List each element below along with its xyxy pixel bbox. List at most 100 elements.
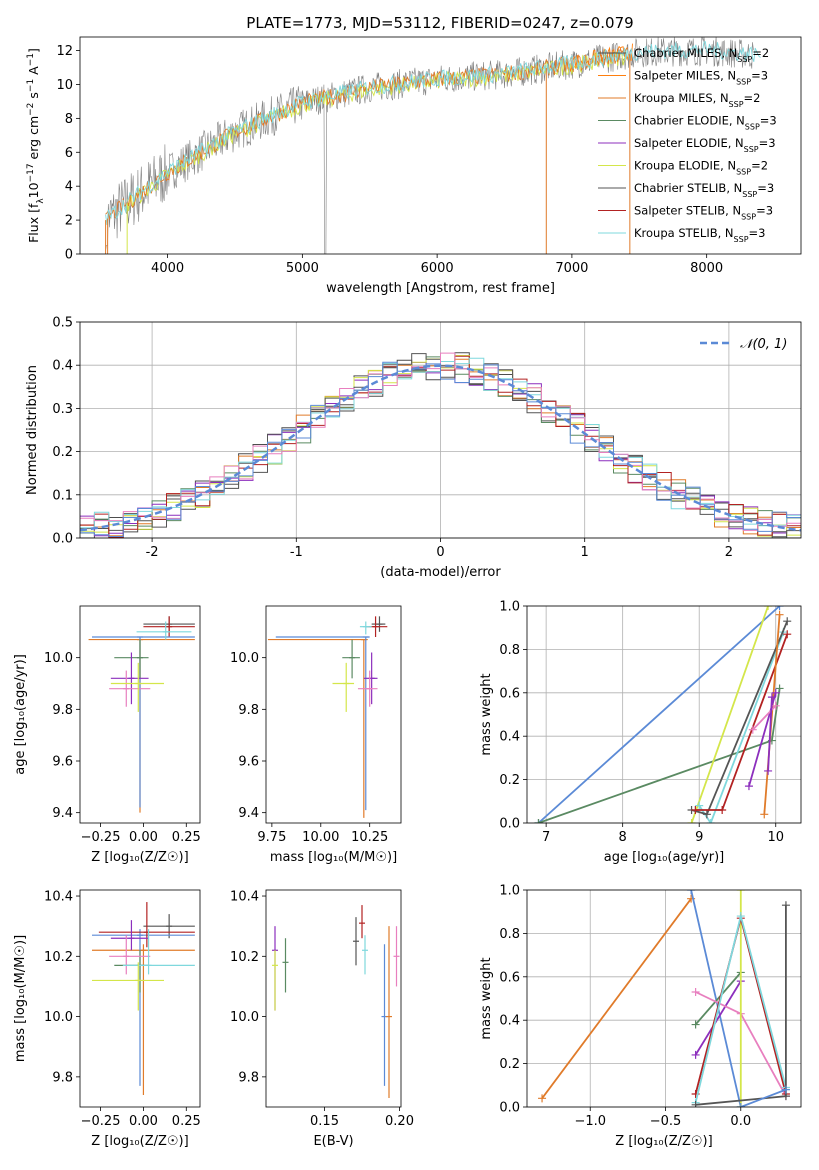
y-label-part: 10 [26, 182, 41, 198]
axes-frame [79, 36, 802, 255]
axes-frame [526, 889, 802, 1108]
x-tick-label: 5000 [286, 261, 319, 276]
legend-tail: =3 [749, 226, 766, 240]
y-tick-label: 9.8 [52, 703, 73, 718]
legend-sub: SSP [736, 167, 751, 176]
x-tick-label: 9.75 [257, 830, 286, 845]
weight-line [538, 688, 781, 823]
weight-marker [760, 810, 769, 819]
weight-marker [771, 701, 780, 710]
axes-frame [526, 605, 802, 824]
x-tick-label: 10 [767, 830, 784, 845]
x-tick-label: −0.5 [650, 1114, 682, 1129]
y-tick-label: 9.8 [238, 703, 259, 718]
weight-marker [538, 1094, 547, 1103]
weight-marker [534, 819, 543, 823]
y-tick-label: 10 [56, 78, 73, 93]
x-tick-label: 4000 [151, 261, 184, 276]
x-tick-label: 0.20 [385, 1114, 414, 1129]
x-tick-label: -1 [290, 545, 303, 560]
x-tick-label: 10.25 [351, 830, 388, 845]
panel-age_vs_mass: 9.75 10.00 10.25 9.4 9.6 9.8 10.0 mass [log₁₀(M… [230, 605, 402, 865]
weight-marker [718, 805, 727, 814]
legend-sub: SSP [737, 55, 752, 64]
axes-frame [79, 889, 201, 1108]
weight-marker [748, 725, 757, 734]
panel-weight_vs_age: 7 8 9 10 0.0 0.2 0.4 0.6 0.8 1.0 age [log₁₀(age/yr… [479, 600, 802, 865]
y-tick-label: 0.8 [499, 643, 520, 658]
legend-text: Chabrier ELODIE, N [634, 114, 745, 128]
weight-line [698, 631, 785, 823]
legend-sub: SSP [742, 190, 757, 199]
y-tick-label: 9.8 [52, 1070, 73, 1085]
x-axis-label: (data-model)/error [380, 565, 501, 580]
x-tick-label: 0.00 [129, 1114, 158, 1129]
weight-marker [736, 1103, 745, 1107]
weight-marker [736, 912, 745, 921]
x-tick-label: 7000 [555, 261, 588, 276]
legend-tail: =3 [756, 204, 773, 218]
weight-line [694, 980, 742, 1056]
y-tick-label: 0.8 [499, 927, 520, 942]
legend-tail: =2 [751, 159, 768, 173]
panel-residuals: -2 -1 0 1 2 0.0 0.1 0.2 0.3 0.4 0.5 (data-model)/er… [25, 316, 802, 580]
x-tick-label: 0 [436, 545, 444, 560]
y-tick-label: 9.4 [52, 806, 73, 821]
x-tick-label: −0.25 [81, 1114, 121, 1129]
y-label-part: −17 [26, 163, 36, 182]
y-tick-label: 0.2 [499, 1057, 520, 1072]
plot-area [92, 902, 195, 1095]
weight-marker [775, 684, 784, 693]
y-tick-label: 0.2 [52, 445, 73, 460]
legend-sub: SSP [745, 122, 760, 131]
y-tick-label: 10.2 [230, 950, 259, 965]
panel-age_vs_Z: −0.25 0.00 0.25 9.4 9.6 9.8 10.0 Z [log₁₀(Z/Z☉)… [13, 605, 201, 865]
y-tick-label: 0.4 [499, 730, 520, 745]
y-tick-label: 0.5 [52, 316, 73, 331]
weight-marker [691, 805, 700, 814]
x-tick-label: 1 [581, 545, 589, 560]
x-tick-label: 0.00 [129, 830, 158, 845]
plot-area [80, 352, 801, 538]
histogram-step [80, 361, 801, 537]
y-tick-label: 6 [65, 146, 73, 161]
y-tick-label: 9.6 [52, 755, 73, 770]
y-label-part: erg cm [26, 116, 41, 164]
legend-label: Salpeter STELIB, NSSP=3 [634, 204, 773, 222]
x-axis-label: age [log₁₀(age/yr)] [604, 850, 725, 865]
y-label-part: A [26, 66, 41, 79]
y-tick-label: 9.4 [238, 806, 259, 821]
axes-frame [265, 889, 402, 1108]
plot-area [267, 616, 388, 818]
y-axis-label: mass weight [479, 673, 494, 755]
plot-area [538, 890, 790, 1107]
legend-label: Kroupa STELIB, NSSP=3 [634, 226, 765, 244]
y-tick-label: 10.0 [230, 1010, 259, 1025]
x-tick-label: 0.25 [172, 1114, 201, 1129]
x-tick-label: 0.15 [310, 1114, 339, 1129]
spectrum-model-line [105, 46, 630, 220]
legend-tail: =2 [744, 91, 761, 105]
y-label-part: −1 [26, 53, 36, 66]
legend-text: Salpeter MILES, N [634, 69, 736, 83]
x-tick-label: 8000 [690, 261, 723, 276]
x-tick-label: 7 [542, 830, 550, 845]
weight-line [740, 1088, 787, 1107]
legend-label: 𝒩(0, 1) [740, 337, 787, 352]
x-tick-label: −1.0 [574, 1114, 606, 1129]
y-label-part: s [26, 92, 41, 103]
x-tick-label: 0.0 [730, 1114, 751, 1129]
legend-text: Kroupa ELODIE, N [634, 159, 736, 173]
x-tick-label: 0.25 [172, 830, 201, 845]
x-axis-label: Z [log₁₀(Z/Z☉)] [91, 850, 188, 865]
panel-spectrum: 4000 5000 6000 7000 8000 0 2 4 6 8 10 12 wavelength … [26, 36, 802, 296]
spectrum-model-line [564, 43, 633, 73]
weight-marker [783, 617, 792, 626]
weight-line [763, 614, 781, 815]
weight-line [690, 606, 769, 823]
y-tick-label: 1.0 [499, 884, 520, 899]
legend-text: Salpeter STELIB, N [634, 204, 741, 218]
weight-marker [736, 890, 745, 894]
y-tick-label: 0.4 [52, 359, 73, 374]
